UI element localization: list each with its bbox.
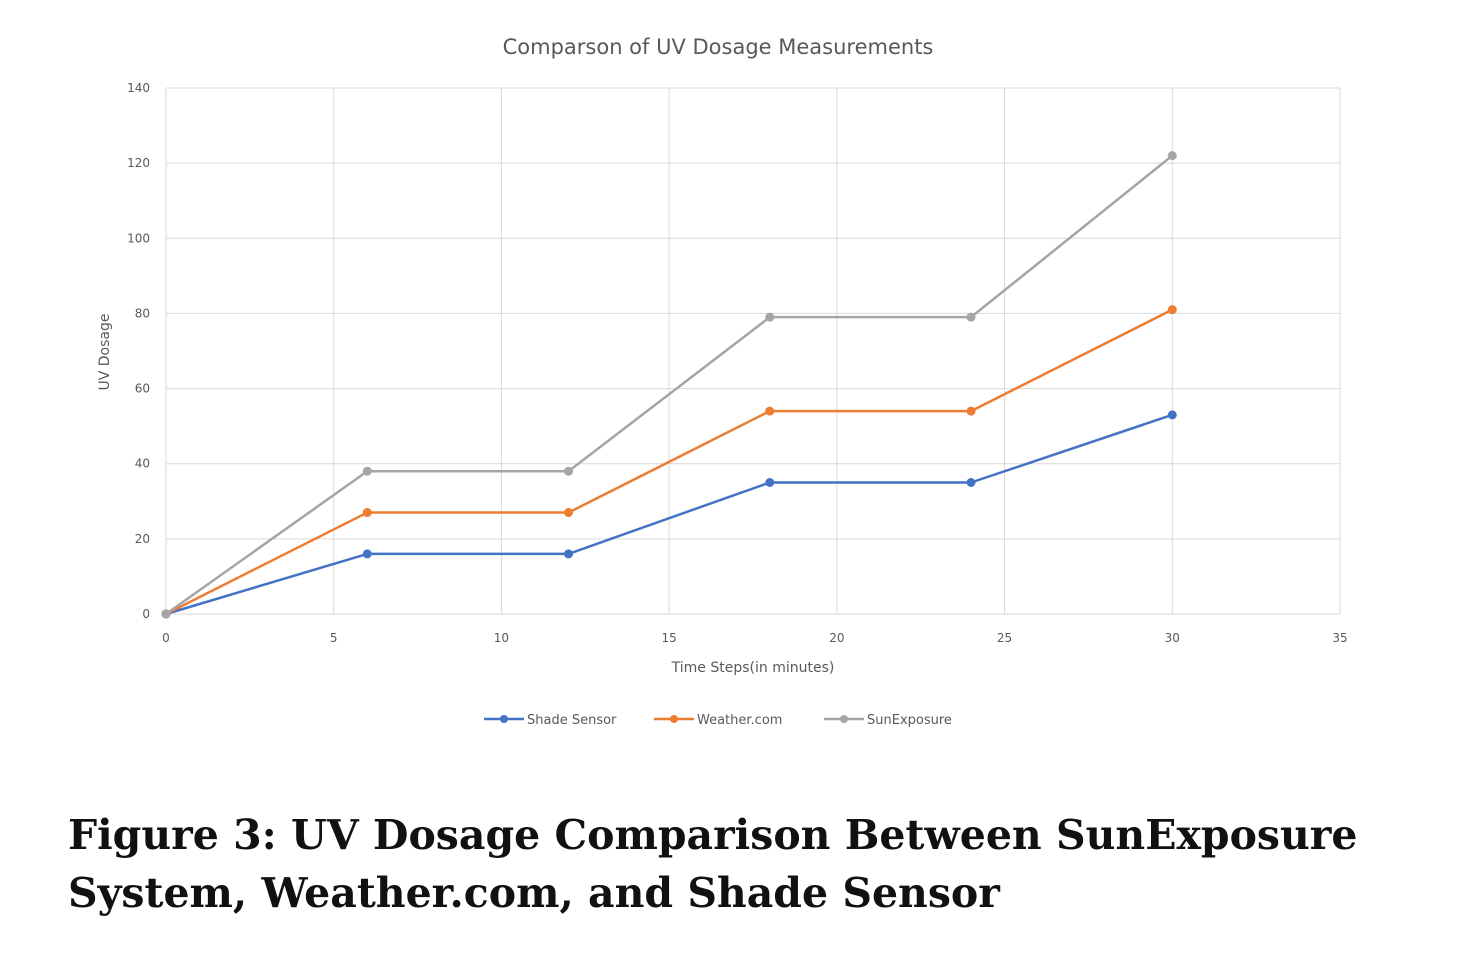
data-point-sunexposure: [362, 466, 372, 476]
x-tick-label: 25: [997, 631, 1012, 645]
y-tick-label: 60: [135, 382, 150, 396]
data-point-shade-sensor: [564, 549, 574, 559]
y-tick-label: 120: [127, 156, 150, 170]
series-sunexposure: [161, 151, 1177, 619]
figure-caption: Figure 3: UV Dosage Comparison Between S…: [68, 811, 1358, 917]
legend-swatch-marker: [840, 715, 848, 723]
y-tick-label: 20: [135, 532, 150, 546]
x-tick-label: 15: [662, 631, 677, 645]
data-point-weather-com: [564, 508, 574, 518]
legend-label: Weather.com: [697, 713, 782, 728]
gridlines: [165, 87, 1341, 615]
y-tick-label: 140: [127, 81, 150, 95]
data-point-shade-sensor: [966, 478, 976, 487]
data-point-weather-com: [765, 406, 775, 416]
x-tick-label: 5: [330, 631, 338, 645]
x-tick-label: 10: [494, 631, 509, 645]
legend: Shade Sensor Weather.com SunExposure: [484, 713, 952, 728]
series-line-weather-com: [165, 308, 1173, 616]
data-point-shade-sensor: [1167, 410, 1177, 420]
legend-swatch-marker: [670, 715, 678, 723]
data-point-weather-com: [966, 406, 976, 416]
tick-labels: 0 20 40 60 80 100 120 140 0 5 10 15 20 25 30 35: [127, 81, 1348, 645]
data-point-sunexposure: [1167, 151, 1177, 161]
legend-label: SunExposure: [867, 713, 952, 728]
legend-item-weather-com: Weather.com: [654, 713, 782, 728]
data-point-weather-com: [362, 508, 372, 518]
series-line-shade-sensor: [165, 413, 1173, 616]
y-tick-label: 100: [127, 231, 150, 245]
series-lines: [161, 151, 1177, 619]
x-tick-label: 30: [1165, 631, 1180, 645]
y-tick-label: 0: [142, 607, 150, 621]
x-tick-label: 35: [1332, 631, 1347, 645]
data-point-sunexposure: [564, 466, 574, 476]
series-line-sunexposure: [165, 154, 1174, 616]
x-tick-label: 20: [829, 631, 844, 645]
data-point-sunexposure: [161, 609, 171, 619]
data-point-shade-sensor: [765, 478, 775, 487]
y-axis-title: UV Dosage: [97, 314, 113, 391]
legend-label: Shade Sensor: [527, 713, 617, 728]
data-point-sunexposure: [966, 312, 976, 322]
y-tick-label: 40: [135, 457, 150, 471]
legend-item-shade-sensor: Shade Sensor: [484, 713, 617, 728]
y-tick-label: 80: [135, 306, 150, 320]
chart-title: Comparson of UV Dosage Measurements: [503, 35, 934, 59]
data-point-sunexposure: [765, 312, 775, 322]
x-axis-title: Time Steps(in minutes): [671, 660, 835, 676]
x-tick-label: 0: [162, 631, 170, 645]
chart-area: Comparson of UV Dosage Measurements 0 20 4…: [97, 35, 1348, 728]
data-point-shade-sensor: [362, 549, 372, 559]
data-point-weather-com: [1167, 305, 1177, 315]
legend-swatch-marker: [500, 715, 508, 723]
legend-item-sunexposure: SunExposure: [824, 713, 952, 728]
uv-dosage-line-chart: Comparson of UV Dosage Measurements 0 20 4…: [97, 35, 1348, 728]
